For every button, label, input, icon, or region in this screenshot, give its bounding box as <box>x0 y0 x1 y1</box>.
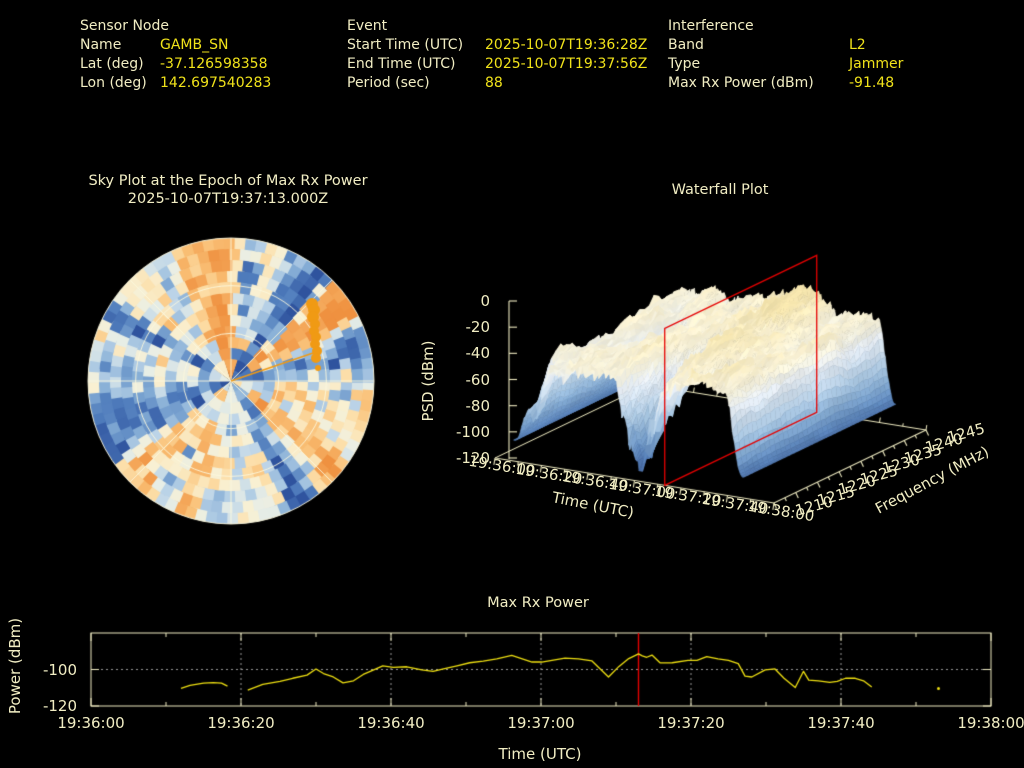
interference-panel: Interference Band L2 Type Jammer Max Rx Po… <box>668 17 903 93</box>
waterfall-psd-tick-label: -40 <box>465 344 491 363</box>
field-row: Period (sec) 88 <box>347 74 647 93</box>
event-panel: Event Start Time (UTC) 2025-10-07T19:36:2… <box>347 17 647 93</box>
field-row: Start Time (UTC) 2025-10-07T19:36:28Z <box>347 36 647 55</box>
timeseries-x-tick-label: 19:37:20 <box>657 714 725 732</box>
field-value: 2025-10-07T19:37:56Z <box>485 56 648 72</box>
panel-title: Interference <box>668 18 754 34</box>
field-row: Band L2 <box>668 36 903 55</box>
waterfall-psd-tick-label: -20 <box>465 318 491 337</box>
timeseries-x-tick-label: 19:36:40 <box>357 714 425 732</box>
field-value: GAMB_SN <box>160 37 229 53</box>
panel-title: Event <box>347 18 388 34</box>
field-label: Lat (deg) <box>80 56 144 72</box>
timeseries-x-tick-label: 19:37:40 <box>807 714 875 732</box>
field-row: Lat (deg) -37.126598358 <box>80 55 271 74</box>
field-row: Type Jammer <box>668 55 903 74</box>
field-row: Name GAMB_SN <box>80 36 271 55</box>
waterfall-title: Waterfall Plot <box>671 182 769 198</box>
timeseries-x-axis-label: Time (UTC) <box>498 745 582 763</box>
field-value: 142.697540283 <box>160 75 272 91</box>
waterfall-psd-tick-label: -60 <box>465 370 491 389</box>
field-label: End Time (UTC) <box>347 56 456 72</box>
field-row: End Time (UTC) 2025-10-07T19:37:56Z <box>347 55 647 74</box>
field-value: Jammer <box>849 56 904 72</box>
waterfall-plot-canvas <box>425 240 985 530</box>
field-label: Band <box>668 37 704 53</box>
field-value: L2 <box>849 37 866 53</box>
field-label: Start Time (UTC) <box>347 37 464 53</box>
field-value: -37.126598358 <box>160 56 268 72</box>
field-label: Type <box>668 56 701 72</box>
timeseries-y-axis-label: Power (dBm) <box>6 617 24 715</box>
field-row: Max Rx Power (dBm) -91.48 <box>668 74 903 93</box>
timeseries-x-tick-label: 19:36:20 <box>207 714 275 732</box>
timeseries-x-tick-label: 19:37:00 <box>507 714 575 732</box>
waterfall-psd-tick-label: -100 <box>455 422 490 441</box>
field-row: Lon (deg) 142.697540283 <box>80 74 271 93</box>
panel-title: Sensor Node <box>80 18 169 34</box>
waterfall-psd-tick-label: -120 <box>455 449 490 467</box>
field-value: 88 <box>485 75 503 91</box>
timeseries-x-tick-label: 19:38:00 <box>957 714 1024 732</box>
field-value: -91.48 <box>849 75 895 91</box>
timeseries-x-tick-label: 19:36:00 <box>57 714 125 732</box>
skyplot-title: Sky Plot at the Epoch of Max Rx Power <box>88 173 368 189</box>
timeseries-y-tick-label: -120 <box>42 697 77 715</box>
field-label: Period (sec) <box>347 75 430 91</box>
field-label: Lon (deg) <box>80 75 147 91</box>
field-label: Name <box>80 37 122 53</box>
waterfall-psd-tick-label: -80 <box>465 396 491 415</box>
sky-plot-canvas <box>81 231 381 531</box>
max-rx-power-chart-canvas <box>60 600 1024 730</box>
field-value: 2025-10-07T19:36:28Z <box>485 37 648 53</box>
waterfall-psd-tick-label: 0 <box>480 292 490 310</box>
timeseries-y-tick-label: -100 <box>42 660 77 679</box>
sensor-node-panel: Sensor Node Name GAMB_SN Lat (deg) -37.126… <box>80 17 271 93</box>
field-label: Max Rx Power (dBm) <box>668 75 814 91</box>
skyplot-subtitle: 2025-10-07T19:37:13.000Z <box>127 191 329 207</box>
